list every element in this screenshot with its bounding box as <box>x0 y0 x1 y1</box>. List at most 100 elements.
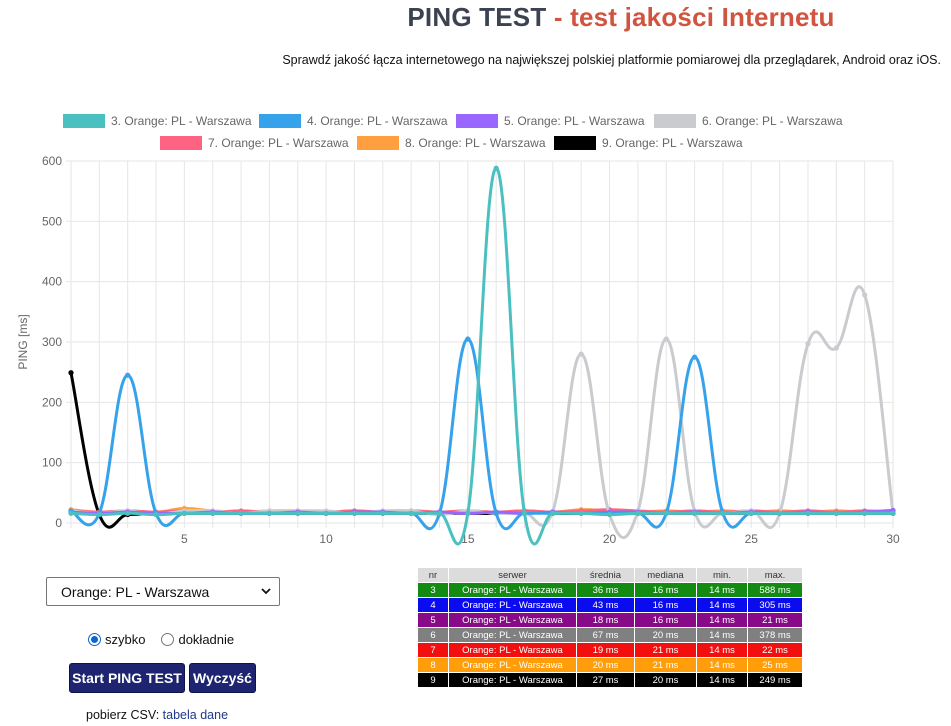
y-tick-label: 600 <box>42 154 62 168</box>
x-tick-label: 25 <box>745 532 759 546</box>
results-table: nr serwer średnia mediana min. max. 3 Ora… <box>417 567 803 688</box>
cell-nr: 5 <box>417 612 449 628</box>
chart-legend-row-2: 7. Orange: PL - Warszawa 8. Orange: PL - … <box>0 136 951 154</box>
series-line-3 <box>70 166 893 546</box>
cell-nr: 6 <box>417 627 449 643</box>
cell-median: 20 ms <box>634 672 697 688</box>
table-row: 9 Orange: PL - Warszawa 27 ms 20 ms 14 ms 249… <box>417 672 803 688</box>
legend-swatch <box>654 114 696 128</box>
data-point-series-4 <box>493 510 499 516</box>
legend-item[interactable]: 9. Orange: PL - Warszawa <box>554 136 743 150</box>
server-select-value: Orange: PL - Warszawa <box>61 583 210 600</box>
data-point-series-3 <box>153 511 159 518</box>
legend-swatch <box>554 136 596 150</box>
data-point-series-4 <box>691 354 698 360</box>
clear-button[interactable]: Wyczyść <box>189 663 256 693</box>
cell-median: 21 ms <box>634 657 697 673</box>
table-row: 4 Orange: PL - Warszawa 43 ms 16 ms 14 ms 305… <box>417 597 803 613</box>
data-point-series-3 <box>890 510 896 516</box>
cell-avg: 43 ms <box>576 597 635 613</box>
legend-label: 7. Orange: PL - Warszawa <box>208 136 349 150</box>
cell-server: Orange: PL - Warszawa <box>448 597 577 613</box>
legend-label: 3. Orange: PL - Warszawa <box>111 114 252 128</box>
y-axis-label: PING [ms] <box>16 314 30 369</box>
data-point-series-3 <box>96 511 102 518</box>
data-point-series-3 <box>465 510 471 516</box>
legend-item[interactable]: 4. Orange: PL - Warszawa <box>259 114 448 128</box>
cell-median: 16 ms <box>634 612 697 628</box>
cell-median: 21 ms <box>634 642 697 658</box>
data-point-series-3 <box>436 510 443 516</box>
radio-fast[interactable] <box>88 633 101 646</box>
legend-item[interactable]: 8. Orange: PL - Warszawa <box>357 136 546 150</box>
cell-min: 14 ms <box>696 627 748 643</box>
data-point-series-3 <box>351 510 358 516</box>
x-tick-label: 30 <box>886 532 900 546</box>
cell-max: 305 ms <box>747 597 803 613</box>
results-header-row: nr serwer średnia mediana min. max. <box>417 567 803 583</box>
cell-max: 22 ms <box>747 642 803 658</box>
cell-max: 588 ms <box>747 582 803 598</box>
data-point-series-3 <box>493 165 499 171</box>
legend-item[interactable]: 5. Orange: PL - Warszawa <box>456 114 645 128</box>
data-point-series-6 <box>862 292 868 298</box>
cell-server: Orange: PL - Warszawa <box>448 657 577 673</box>
data-point-series-3 <box>805 510 811 516</box>
data-point-series-4 <box>465 336 471 342</box>
title-sub: - test jakości Internetu <box>546 2 835 32</box>
table-row: 5 Orange: PL - Warszawa 18 ms 16 ms 14 ms 21 … <box>417 612 803 628</box>
table-row: 8 Orange: PL - Warszawa 20 ms 21 ms 14 ms 25 … <box>417 657 803 673</box>
cell-min: 14 ms <box>696 612 748 628</box>
y-tick-label: 100 <box>42 456 62 470</box>
legend-label: 5. Orange: PL - Warszawa <box>504 114 645 128</box>
col-header-server: serwer <box>448 567 577 583</box>
legend-swatch <box>456 114 498 128</box>
radio-fast-label: szybko <box>105 632 146 647</box>
col-header-max: max. <box>747 567 803 583</box>
data-point-series-6 <box>578 351 584 357</box>
table-row: 3 Orange: PL - Warszawa 36 ms 16 ms 14 ms 588… <box>417 582 803 598</box>
cell-avg: 20 ms <box>576 657 635 673</box>
data-point-series-6 <box>805 341 811 347</box>
data-point-series-3 <box>266 510 273 516</box>
cell-min: 14 ms <box>696 642 748 658</box>
page-title: PING TEST - test jakości Internetu <box>0 2 951 33</box>
series-line-9 <box>69 372 893 529</box>
legend-item[interactable]: 6. Orange: PL - Warszawa <box>654 114 843 128</box>
data-point-series-3 <box>748 510 754 516</box>
legend-item[interactable]: 3. Orange: PL - Warszawa <box>63 114 252 128</box>
cell-nr: 3 <box>417 582 449 598</box>
legend-swatch <box>160 136 202 150</box>
radio-accurate[interactable] <box>161 633 175 646</box>
legend-swatch <box>63 114 105 128</box>
data-point-series-3 <box>125 510 131 516</box>
legend-item[interactable]: 7. Orange: PL - Warszawa <box>160 136 349 150</box>
data-point-series-3 <box>777 510 783 516</box>
csv-data-link[interactable]: dane <box>200 708 229 722</box>
cell-nr: 8 <box>417 657 449 673</box>
cell-avg: 18 ms <box>576 612 635 628</box>
data-point-series-3 <box>210 510 216 516</box>
cell-server: Orange: PL - Warszawa <box>448 642 577 658</box>
cell-avg: 19 ms <box>576 642 635 658</box>
page-subtitle: Sprawdź jakość łącza internetowego na na… <box>282 53 941 67</box>
speed-mode-radio-group: szybko dokładnie <box>88 632 234 647</box>
data-point-series-3 <box>181 510 187 516</box>
cell-min: 14 ms <box>696 597 748 613</box>
data-point-series-3 <box>295 510 301 516</box>
x-tick-label: 5 <box>181 532 188 546</box>
cell-min: 14 ms <box>696 582 748 598</box>
cell-max: 25 ms <box>747 657 803 673</box>
col-header-nr: nr <box>417 567 449 583</box>
legend-label: 4. Orange: PL - Warszawa <box>307 114 448 128</box>
legend-label: 8. Orange: PL - Warszawa <box>405 136 546 150</box>
data-point-series-3 <box>635 510 641 516</box>
chart-legend-row-1: 3. Orange: PL - Warszawa 4. Orange: PL - … <box>0 114 951 132</box>
start-ping-test-button[interactable]: Start PING TEST <box>69 663 185 693</box>
col-header-min: min. <box>696 567 748 583</box>
server-select[interactable]: Orange: PL - Warszawa <box>46 577 280 606</box>
chevron-down-icon <box>261 588 271 595</box>
data-point-series-3 <box>68 510 74 516</box>
cell-median: 16 ms <box>634 582 697 598</box>
csv-table-link[interactable]: tabela <box>162 708 197 722</box>
